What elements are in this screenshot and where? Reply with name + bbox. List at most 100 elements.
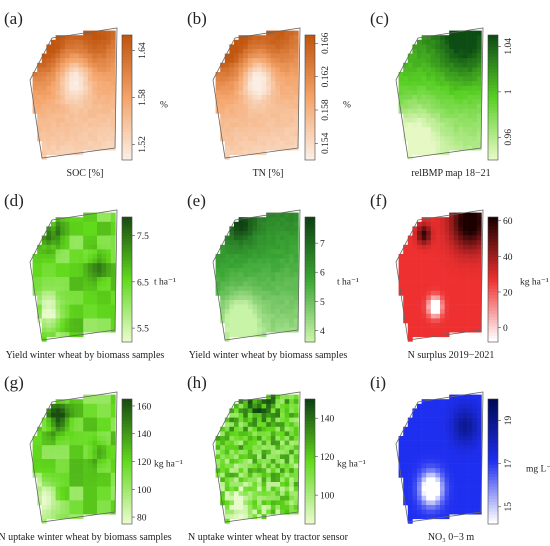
heatmap-cell <box>449 472 455 478</box>
heatmap-cell <box>467 267 473 273</box>
heatmap-cell <box>247 141 253 146</box>
heatmap-cell <box>412 295 418 301</box>
heatmap-cell <box>110 290 116 296</box>
heatmap-cell <box>106 463 112 469</box>
heatmap-cell <box>220 304 226 310</box>
heatmap-cell <box>280 286 285 292</box>
heatmap-cell <box>453 267 459 273</box>
heatmap-cell <box>284 35 290 41</box>
heatmap-cell <box>403 72 409 77</box>
heatmap-cell <box>284 304 290 310</box>
heatmap-cell <box>51 408 56 414</box>
heatmap-cell <box>247 267 253 273</box>
heatmap-cell <box>78 449 84 455</box>
heatmap-cell <box>449 95 455 100</box>
heatmap-cell <box>243 272 249 278</box>
heatmap-cell <box>417 431 422 437</box>
colorbar-step <box>488 505 498 509</box>
heatmap-cell <box>275 468 281 474</box>
colorbar-step <box>305 445 315 450</box>
heatmap-cell <box>440 231 445 236</box>
heatmap-cell <box>101 113 107 119</box>
heatmap-cell <box>444 309 450 315</box>
heatmap-cell <box>106 118 112 123</box>
heatmap-cell <box>229 440 235 446</box>
heatmap-cell <box>257 300 262 305</box>
heatmap-cell <box>46 67 52 73</box>
heatmap-cell <box>74 136 79 142</box>
heatmap-cell <box>224 309 230 315</box>
heatmap-cell <box>229 53 235 59</box>
heatmap-cell <box>453 304 459 310</box>
heatmap-cell <box>257 113 262 119</box>
heatmap-cell <box>449 300 455 305</box>
heatmap-cell <box>252 304 258 310</box>
heatmap-cell <box>83 136 89 142</box>
heatmap-cell <box>440 127 445 133</box>
colorbar-step <box>488 106 498 111</box>
heatmap-cell <box>293 500 299 506</box>
heatmap-cells <box>32 212 116 342</box>
heatmap-cell <box>467 509 473 515</box>
heatmap-cell <box>275 327 281 333</box>
heatmap-cell <box>417 445 422 451</box>
heatmap-cell <box>101 309 107 315</box>
heatmap-cell <box>83 318 89 324</box>
heatmap-cell <box>280 141 285 146</box>
heatmap-cell <box>284 62 290 68</box>
heatmap-cell <box>266 145 272 151</box>
heatmap-cell <box>106 249 112 255</box>
heatmap-cell <box>412 477 418 483</box>
heatmap-cell <box>463 300 468 305</box>
heatmap-cell <box>97 95 102 100</box>
heatmap-cell <box>426 500 432 506</box>
heatmap-cell <box>46 327 52 333</box>
heatmap-cell <box>69 258 75 264</box>
heatmap-cell <box>69 235 75 241</box>
heatmap-cell <box>110 141 116 146</box>
heatmap-cell <box>106 323 112 328</box>
heatmap-cell <box>421 58 427 64</box>
colorbar-step <box>122 116 132 120</box>
heatmap-cell <box>467 468 473 474</box>
heatmap-cell <box>435 454 441 460</box>
heatmap-cell <box>220 254 226 259</box>
heatmap-cell <box>238 309 244 315</box>
heatmap-cell <box>83 477 89 483</box>
heatmap-cell <box>280 491 285 497</box>
heatmap-cell <box>293 263 299 269</box>
heatmap-cell <box>266 90 272 96</box>
heatmap-cell <box>458 417 464 423</box>
heatmap-cell <box>444 217 450 223</box>
heatmap-cell <box>234 463 239 469</box>
heatmap-cell <box>458 53 464 59</box>
heatmap-cell <box>234 267 239 273</box>
heatmap-cell <box>97 472 102 478</box>
heatmap-cell <box>87 327 93 333</box>
heatmap-cell <box>46 150 52 156</box>
heatmap-cell <box>435 509 441 515</box>
heatmap-cell <box>430 491 436 497</box>
colorbar-step <box>122 47 132 51</box>
heatmap-cell <box>64 477 70 483</box>
heatmap-cell <box>289 463 295 469</box>
heatmap-cell <box>280 254 285 259</box>
heatmap-cell <box>252 122 258 128</box>
heatmap-cell <box>289 477 295 483</box>
colorbar-step <box>305 100 315 105</box>
heatmap-cell <box>41 154 47 160</box>
colorbar-tick-label: 7 <box>320 240 325 250</box>
heatmap-cell <box>106 136 112 142</box>
heatmap-cell <box>97 39 102 45</box>
heatmap-cell <box>275 463 281 469</box>
heatmap-cell <box>463 95 468 100</box>
colorbar-step <box>305 254 315 258</box>
colorbar-tick-label: 1.64 <box>138 42 148 59</box>
colorbar-step <box>488 424 498 428</box>
heatmap-cell <box>472 431 478 437</box>
heatmap-cell <box>444 58 450 64</box>
colorbar-step <box>488 414 498 419</box>
heatmap-cell <box>234 72 239 77</box>
heatmap-cell <box>74 445 79 451</box>
colorbar-tick-label: 140 <box>320 415 335 425</box>
